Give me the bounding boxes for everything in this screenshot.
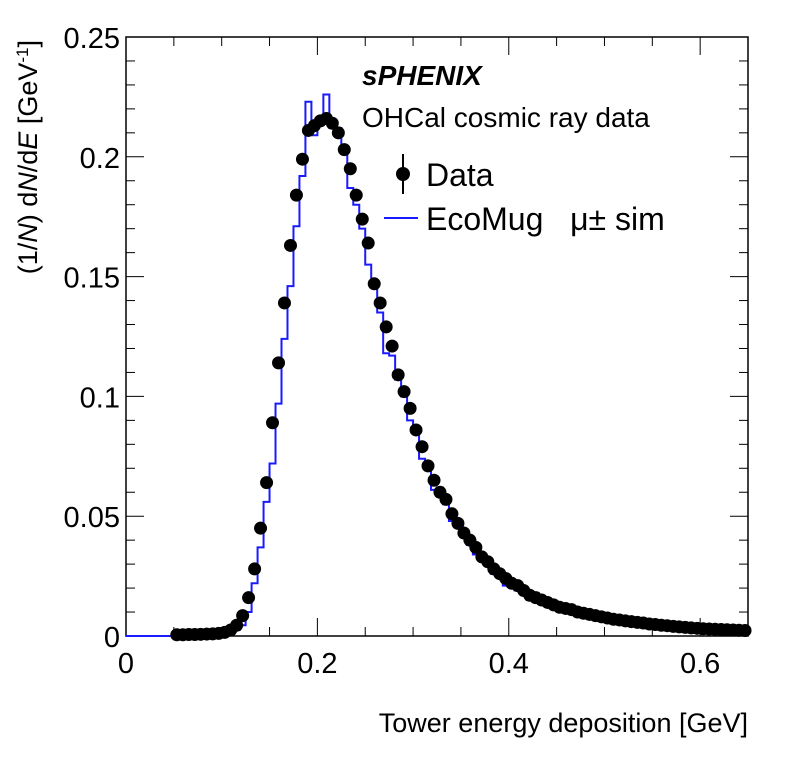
y-tick-label: 0	[104, 622, 120, 654]
data-point	[236, 609, 250, 623]
data-point	[361, 236, 375, 250]
x-tick-label: 0	[118, 648, 134, 680]
legend-entry-data: Data	[396, 154, 494, 194]
data-point	[248, 562, 262, 576]
data-point	[469, 540, 483, 554]
data-point	[295, 152, 309, 166]
data-point	[421, 459, 435, 473]
legend-label-mc: EcoMug μ± sim	[426, 201, 665, 237]
data-point	[289, 188, 303, 202]
data-point	[738, 623, 752, 637]
data-point	[266, 416, 280, 430]
y-tick-label: 0.05	[64, 502, 120, 534]
data-point	[439, 492, 453, 506]
data-point	[379, 320, 393, 334]
data-point	[260, 476, 274, 490]
data-point	[397, 385, 411, 399]
x-axis-title: Tower energy deposition [GeV]	[379, 708, 748, 738]
data-point	[403, 401, 417, 415]
data-point	[415, 440, 429, 454]
x-tick-labels: 0 0.2 0.4 0.6	[118, 648, 720, 680]
y-tick-label: 0.15	[64, 263, 120, 295]
legend-marker-icon	[396, 167, 410, 181]
data-point	[272, 356, 286, 370]
legend-entry-mc: EcoMug μ± sim	[384, 201, 665, 237]
y-tick-label: 0.1	[80, 382, 120, 414]
data-point	[277, 296, 291, 310]
data-point	[343, 162, 357, 176]
data-point	[242, 591, 256, 605]
data-point	[355, 212, 369, 226]
subtitle: OHCal cosmic ray data	[362, 102, 650, 133]
y-tick-label: 0.2	[80, 143, 120, 175]
plot-frame	[125, 36, 749, 637]
legend: Data EcoMug μ± sim	[384, 154, 665, 237]
x-tick-label: 0.4	[489, 648, 529, 680]
data-point	[349, 188, 363, 202]
experiment-label: sPHENIX	[362, 60, 484, 91]
data-point	[230, 618, 244, 632]
y-tick-labels: 0 0.05 0.1 0.15 0.2 0.25	[64, 23, 120, 654]
data-point	[283, 238, 297, 252]
data-point	[451, 516, 465, 530]
data-point	[391, 368, 405, 382]
data-point	[331, 126, 345, 140]
data-point	[445, 507, 459, 521]
y-axis-title: (1/N) dN/dE [GeV-1]	[13, 40, 44, 274]
legend-label-data: Data	[426, 157, 494, 193]
data-point	[409, 423, 423, 437]
x-tick-label: 0.6	[680, 648, 720, 680]
data-point	[337, 143, 351, 157]
data-point	[325, 116, 339, 130]
data-point	[254, 521, 268, 535]
x-tick-label: 0.2	[297, 648, 337, 680]
data-points	[170, 111, 752, 642]
data-point	[373, 296, 387, 310]
data-point	[385, 339, 399, 353]
y-tick-label: 0.25	[64, 23, 120, 55]
data-point	[367, 277, 381, 291]
plot-border	[125, 36, 749, 637]
axis-ticks	[125, 36, 749, 637]
data-point	[427, 473, 441, 487]
